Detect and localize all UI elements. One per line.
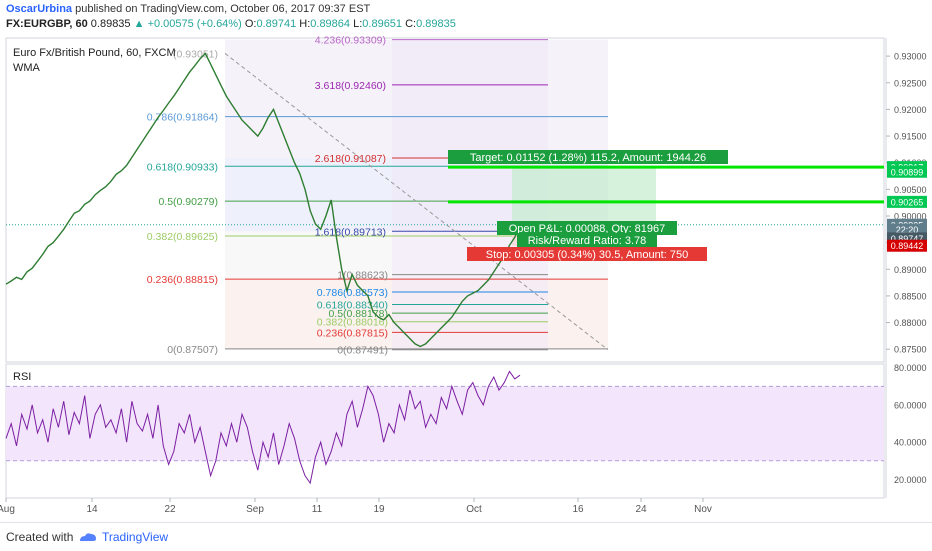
x-tick-8: 24 — [635, 504, 647, 515]
fib-retr-label-1: 0.786(0.88573) — [317, 287, 388, 299]
low-label: L: — [353, 18, 363, 30]
fib-ext-label-3: 1.618(0.89713) — [315, 226, 386, 238]
published-text: published on TradingView.com, October 06… — [75, 3, 371, 15]
price-tag-2: 0.90265 — [891, 197, 924, 207]
price-tick-5: 0.90500 — [894, 185, 927, 195]
price-tick-3: 0.91500 — [894, 132, 927, 142]
x-tick-2: 22 — [164, 504, 176, 515]
close-value: 0.89835 — [416, 18, 456, 30]
price-change: +0.00575 (+0.64%) — [147, 18, 242, 30]
stop-label: Stop: 0.00305 (0.34%) 30.5, Amount: 750 — [486, 249, 688, 261]
last-price: 0.89835 — [90, 18, 131, 30]
symbol-name[interactable]: FX:EURGBP, 60 — [6, 18, 88, 30]
fib-ext-label-0: 4.236(0.93309) — [315, 35, 386, 47]
fib-left-label-5: 0(0.87507) — [167, 344, 218, 356]
fib-left-label-0: 0.786(0.91864) — [147, 112, 218, 124]
chart-title: Euro Fx/British Pound, 60, FXCM — [13, 47, 176, 59]
fib-left-label-1: 0.618(0.90933) — [147, 161, 218, 173]
x-tick-1: 14 — [86, 504, 98, 515]
price-tick-9: 0.88500 — [894, 291, 927, 301]
pnl-label: Open P&L: 0.00088, Qty: 81967 — [509, 223, 666, 235]
trend-line — [224, 53, 609, 351]
rsi-tick-0: 80.0000 — [894, 363, 927, 373]
tradingview-link[interactable]: TradingView — [102, 530, 169, 544]
close-label: C: — [405, 18, 417, 30]
price-tick-11: 0.87500 — [894, 345, 927, 355]
rsi-tick-3: 20.0000 — [894, 475, 927, 485]
low-value: 0.89651 — [362, 18, 403, 30]
high-value: 0.89864 — [310, 18, 351, 30]
fib-left-top-label: (0.93051) — [173, 48, 218, 60]
price-tick-1: 0.92500 — [894, 78, 927, 88]
price-tick-0: 0.93000 — [894, 52, 927, 62]
price-series-line — [5, 52, 521, 348]
rr-label: Risk/Reward Ratio: 3.78 — [528, 235, 647, 247]
change-up-icon: ▲ — [133, 18, 145, 30]
rr-label-bg — [517, 233, 657, 247]
pnl-label-bg — [497, 221, 677, 235]
fib-left-label-4: 0.236(0.88815) — [147, 274, 218, 286]
rsi-series-line — [5, 370, 521, 485]
price-tag-4: 22:20 — [896, 225, 919, 235]
rsi-band-fill — [6, 386, 884, 461]
x-tick-3: Sep — [246, 504, 264, 515]
chart-canvas[interactable]: 0.786(0.91864) 0.618(0.90933) 0.5(0.90279)… — [0, 0, 932, 522]
created-with-text: Created with — [6, 530, 74, 544]
fib-retr-label-4: 0.382(0.88016) — [317, 317, 388, 329]
target-zone — [512, 168, 656, 230]
price-tag-6: 0.89442 — [891, 241, 924, 251]
price-tick-8: 0.89000 — [894, 265, 927, 275]
stop-label-bg — [467, 247, 707, 261]
high-label: H: — [299, 18, 311, 30]
fib-ext-label-1: 3.618(0.92460) — [315, 80, 386, 92]
x-tick-5: 19 — [373, 504, 385, 515]
x-tick-6: Oct — [466, 504, 482, 515]
x-tick-0: Aug — [0, 504, 15, 515]
price-tag-bg-2 — [887, 195, 927, 208]
price-tick-2: 0.92000 — [894, 105, 927, 115]
publish-info: OscarUrbina published on TradingView.com… — [6, 3, 370, 15]
symbol-info: FX:EURGBP, 60 0.89835 ▲ +0.00575 (+0.64%… — [6, 18, 456, 30]
rsi-tick-1: 60.0000 — [894, 400, 927, 410]
open-label: O: — [244, 18, 257, 30]
footer: Created with TradingView — [0, 522, 932, 551]
tradingview-cloud-icon — [80, 533, 96, 541]
price-tick-6: 0.90000 — [894, 211, 927, 221]
price-tag-bg-6 — [887, 239, 927, 252]
price-tick-10: 0.88000 — [894, 318, 927, 328]
price-tag-5: 0.89747 — [891, 234, 924, 244]
fib-retr-label-5: 0.236(0.87815) — [317, 327, 388, 339]
open-value: 0.89741 — [256, 18, 297, 30]
target-label-bg — [448, 150, 728, 164]
x-tick-7: 16 — [572, 504, 584, 515]
target-label: Target: 0.01152 (1.28%) 115.2, Amount: 1… — [470, 152, 706, 164]
fib-left-label-2: 0.5(0.90279) — [158, 196, 218, 208]
author-link[interactable]: OscarUrbina — [6, 3, 73, 15]
x-tick-9: Nov — [694, 504, 712, 515]
fib-retr-label-6: 0(0.87491) — [337, 345, 388, 357]
price-tag-1: 0.90899 — [891, 167, 924, 177]
price-tag-bg-1 — [887, 165, 927, 178]
rsi-label: RSI — [13, 371, 31, 383]
fib-retr-label-0: 1(0.88623) — [337, 270, 388, 282]
x-tick-4: 11 — [312, 504, 323, 515]
fib-left-label-3: 0.382(0.89625) — [147, 231, 218, 243]
fib-ext-label-2: 2.618(0.91087) — [315, 153, 386, 165]
rsi-tick-2: 40.0000 — [894, 438, 927, 448]
indicator-label: WMA — [13, 62, 41, 74]
